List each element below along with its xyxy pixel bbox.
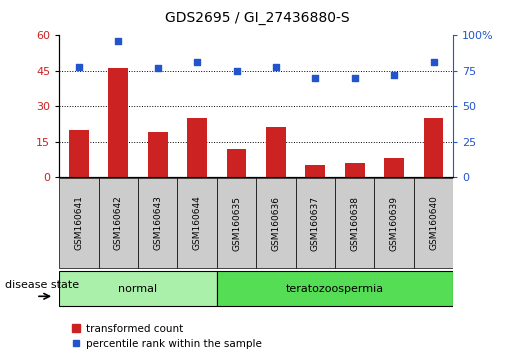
Legend: transformed count, percentile rank within the sample: transformed count, percentile rank withi… [72, 324, 262, 349]
Bar [109, 68, 128, 177]
Bar [256, 178, 296, 268]
Bar [266, 127, 286, 177]
Point [114, 38, 123, 44]
Bar [384, 158, 404, 177]
Text: disease state: disease state [5, 280, 79, 290]
Text: GSM160639: GSM160639 [390, 195, 399, 251]
Point [351, 75, 359, 81]
Text: GSM160644: GSM160644 [193, 196, 201, 250]
Bar [217, 178, 256, 268]
Text: GSM160642: GSM160642 [114, 196, 123, 250]
Bar [345, 163, 365, 177]
Text: GSM160638: GSM160638 [350, 195, 359, 251]
Bar [374, 178, 414, 268]
Text: GSM160640: GSM160640 [429, 195, 438, 251]
Bar [59, 271, 217, 306]
Text: normal: normal [118, 284, 158, 293]
Text: GSM160635: GSM160635 [232, 195, 241, 251]
Bar [217, 271, 453, 306]
Text: GSM160641: GSM160641 [75, 195, 83, 251]
Bar [187, 118, 207, 177]
Point [153, 65, 162, 71]
Point [390, 72, 398, 78]
Text: GDS2695 / GI_27436880-S: GDS2695 / GI_27436880-S [165, 11, 350, 25]
Bar [138, 178, 177, 268]
Bar [227, 149, 246, 177]
Bar [296, 178, 335, 268]
Bar [414, 178, 453, 268]
Point [232, 68, 241, 74]
Bar [99, 178, 138, 268]
Bar [305, 165, 325, 177]
Point [430, 59, 438, 65]
Text: GSM160636: GSM160636 [271, 195, 280, 251]
Point [272, 64, 280, 69]
Point [75, 64, 83, 69]
Text: GSM160643: GSM160643 [153, 195, 162, 251]
Text: teratozoospermia: teratozoospermia [286, 284, 384, 293]
Point [311, 75, 319, 81]
Text: GSM160637: GSM160637 [311, 195, 320, 251]
Point [193, 59, 201, 65]
Bar [424, 118, 443, 177]
Bar [69, 130, 89, 177]
Bar [177, 178, 217, 268]
Bar [59, 178, 99, 268]
Bar [335, 178, 374, 268]
Bar [148, 132, 167, 177]
